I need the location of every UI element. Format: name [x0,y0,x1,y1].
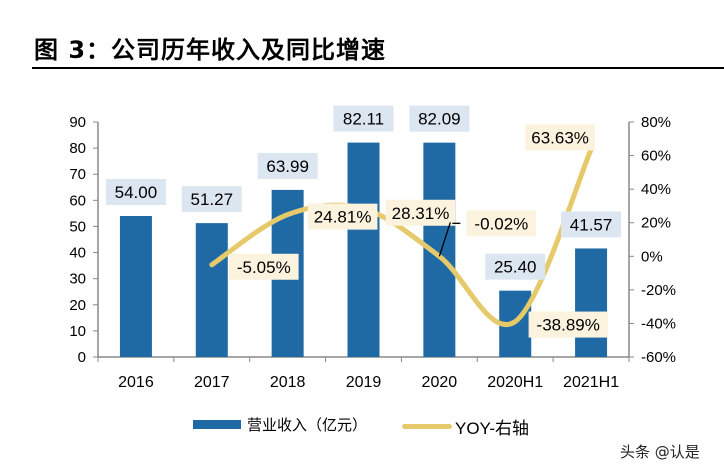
bar-data-label: 82.11 [343,110,384,129]
yoy-data-label: 24.81% [314,208,372,227]
x-tick-label: 2018 [270,374,306,391]
right-tick-label: -20% [641,282,676,299]
right-tick-label: 40% [641,181,671,198]
yoy-data-label-bg [228,253,299,280]
bar-data-label: 25.40 [494,258,537,277]
yoy-line [209,146,594,327]
yoy-data-label-bg [385,199,456,226]
right-tick-label: 0% [641,248,663,265]
left-tick-label: 30 [69,271,86,288]
bar-data-label-bg [181,186,242,213]
x-tick-label: 2016 [118,374,154,391]
yoy-data-label-bg [466,210,537,237]
bar-data-label-bg [561,211,622,238]
left-tick-label: 50 [69,218,86,235]
yoy-data-label: -38.89% [537,316,600,335]
yoy-data-label: -0.02% [474,214,528,233]
legend-label-yoy: YOY-右轴 [455,419,530,438]
yoy-label-leader-line [438,222,451,257]
bar-data-label: 41.57 [570,215,613,234]
legend-swatch-bar [193,420,241,429]
bar-data-label-bg [409,105,470,132]
yoy-data-label-bg [525,124,595,151]
x-tick-label: 2019 [346,374,382,391]
right-tick-label: 80% [641,114,671,131]
bar-2021H1 [575,248,608,357]
legend-item-revenue: 营业收入（亿元） [193,414,367,435]
legend-swatch-line [402,424,452,429]
bar-data-label-bg [333,105,394,132]
left-tick-label: 70 [69,166,86,183]
bar-data-label-bg [257,152,318,179]
bar-data-label: 63.99 [266,157,309,176]
bar-data-label-bg [105,179,166,205]
x-tick-label: 2020H1 [487,374,543,391]
figure-title: 图 3：公司历年收入及同比增速 [34,36,387,64]
legend-item-yoy: YOY-右轴 [402,414,529,439]
yoy-data-label-bg [528,311,608,338]
left-tick-label: 10 [69,323,86,340]
yoy-data-label: -5.05% [237,258,291,277]
bar-2017 [195,223,228,357]
yoy-data-label: 63.63% [531,128,589,147]
x-tick-label: 2020 [422,374,458,391]
yoy-data-label: 28.31% [392,204,450,223]
left-tick-label: 60 [69,192,86,209]
right-tick-label: -60% [641,349,676,366]
yoy-data-label-bg [307,203,378,230]
bar-2016 [119,216,152,357]
left-tick-label: 80 [69,140,86,157]
bar-data-label: 51.27 [191,190,234,209]
bar-data-label: 54.00 [115,183,158,202]
bar-data-label-bg [485,253,546,280]
x-tick-label: 2021H1 [563,374,619,391]
x-tick-label: 2017 [194,374,230,391]
left-tick-label: 20 [69,297,86,314]
watermark: 头条 @认是 [620,443,700,461]
left-tick-label: 90 [69,114,86,131]
legend-label-revenue: 营业收入（亿元） [247,417,368,434]
bar-data-label: 82.09 [418,110,461,129]
right-tick-label: 60% [641,148,671,165]
title-rule [32,67,724,69]
right-tick-label: -40% [641,315,676,332]
right-tick-label: 20% [641,215,671,232]
bar-2019 [347,142,380,357]
left-tick-label: 0 [78,349,86,366]
left-tick-label: 40 [69,245,86,262]
